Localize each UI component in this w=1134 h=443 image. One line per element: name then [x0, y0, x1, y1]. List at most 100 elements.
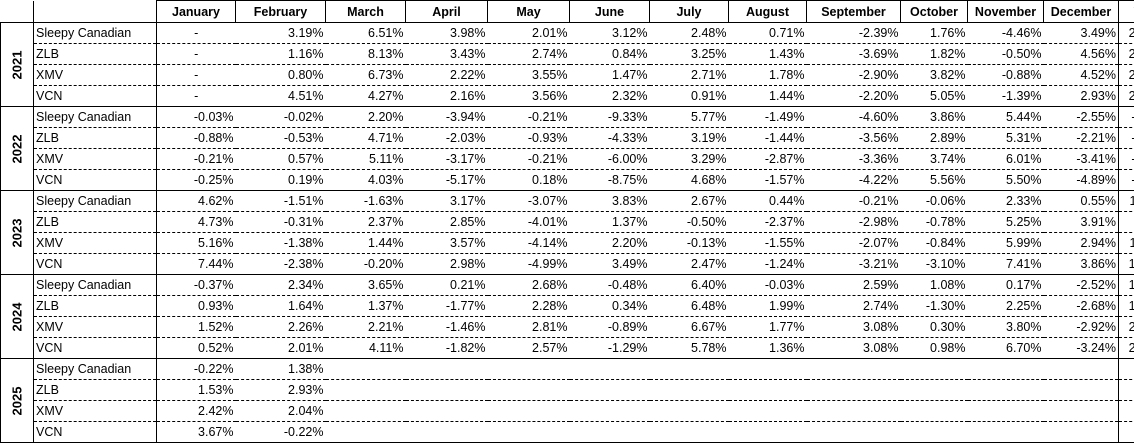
ytd-value: 26.16% — [1119, 65, 1134, 86]
month-value: -0.88% — [968, 65, 1044, 86]
month-value: 2.37% — [326, 212, 406, 233]
fund-name: Sleepy Canadian — [34, 275, 157, 296]
year-text: 2024 — [7, 302, 27, 331]
month-value: 6.48% — [650, 296, 729, 317]
month-value: 0.17% — [968, 275, 1044, 296]
month-value: 1.37% — [570, 212, 650, 233]
month-value: 7.41% — [968, 254, 1044, 275]
month-value: -1.82% — [406, 338, 488, 359]
month-value: 0.93% — [157, 296, 236, 317]
month-value: -3.10% — [901, 254, 968, 275]
ytd-value: 21.85% — [1119, 23, 1134, 44]
month-value: 7.44% — [157, 254, 236, 275]
month-value: - — [157, 65, 236, 86]
year-label: 2022 — [1, 107, 34, 191]
month-value: -2.21% — [1044, 128, 1119, 149]
fund-name: ZLB — [34, 296, 157, 317]
month-value: -3.07% — [488, 191, 570, 212]
month-value: -8.75% — [570, 170, 650, 191]
fund-name: Sleepy Canadian — [34, 107, 157, 128]
month-value: 3.98% — [406, 23, 488, 44]
month-value: 1.47% — [570, 65, 650, 86]
month-value: -4.60% — [807, 107, 901, 128]
month-value: 1.53% — [157, 380, 236, 401]
month-value: 3.65% — [326, 275, 406, 296]
month-value: -1.49% — [729, 107, 807, 128]
month-value: 6.67% — [650, 317, 729, 338]
month-value: -4.46% — [968, 23, 1044, 44]
month-value: -1.39% — [968, 86, 1044, 107]
month-value: 3.49% — [570, 254, 650, 275]
month-value: -4.01% — [488, 212, 570, 233]
month-value: 3.25% — [650, 44, 729, 65]
ytd-value: 25.92% — [1119, 86, 1134, 107]
month-value — [807, 422, 901, 443]
month-value: 3.86% — [1044, 254, 1119, 275]
month-value: 1.64% — [236, 296, 326, 317]
month-value: -2.39% — [807, 23, 901, 44]
month-value: -1.77% — [406, 296, 488, 317]
month-value: 1.52% — [157, 317, 236, 338]
fund-name: XMV — [34, 401, 157, 422]
month-value — [729, 401, 807, 422]
month-value: 1.16% — [236, 44, 326, 65]
month-value: 0.80% — [236, 65, 326, 86]
month-value: 2.47% — [650, 254, 729, 275]
month-value — [650, 401, 729, 422]
month-value: 5.31% — [968, 128, 1044, 149]
fund-name: VCN — [34, 254, 157, 275]
header-january: January — [157, 1, 236, 23]
month-value: -0.88% — [157, 128, 236, 149]
header-june: June — [570, 1, 650, 23]
month-value: -2.38% — [236, 254, 326, 275]
month-value — [650, 359, 729, 380]
month-value: -0.31% — [236, 212, 326, 233]
month-value: -1.63% — [326, 191, 406, 212]
month-value — [488, 401, 570, 422]
month-value: 3.12% — [570, 23, 650, 44]
ytd-value: -5.79% — [1119, 170, 1134, 191]
ytd-value: 14.88% — [1119, 296, 1134, 317]
table-row: VCN-4.51%4.27%2.16%3.56%2.32%0.91%1.44%-… — [1, 86, 1134, 107]
month-value — [1044, 359, 1119, 380]
month-value: 3.43% — [406, 44, 488, 65]
month-value: -0.21% — [488, 107, 570, 128]
fund-name: VCN — [34, 170, 157, 191]
month-value: -6.00% — [570, 149, 650, 170]
month-value: 2.94% — [1044, 233, 1119, 254]
month-value: -0.22% — [236, 422, 326, 443]
month-value: 4.03% — [326, 170, 406, 191]
month-value — [901, 401, 968, 422]
month-value: 2.33% — [968, 191, 1044, 212]
month-value: 2.21% — [326, 317, 406, 338]
month-value: 5.99% — [968, 233, 1044, 254]
ytd-value: 22.27% — [1119, 338, 1134, 359]
month-value: -3.17% — [406, 149, 488, 170]
ytd-value: 4.50% — [1119, 380, 1134, 401]
month-value: 0.19% — [236, 170, 326, 191]
month-value — [901, 359, 968, 380]
month-value: -2.98% — [807, 212, 901, 233]
month-value: 3.49% — [1044, 23, 1119, 44]
month-value — [968, 422, 1044, 443]
month-value: - — [157, 86, 236, 107]
month-value: 1.77% — [729, 317, 807, 338]
month-value — [488, 422, 570, 443]
month-value: 3.74% — [901, 149, 968, 170]
month-value: -1.44% — [729, 128, 807, 149]
month-value: 2.48% — [650, 23, 729, 44]
month-value — [968, 359, 1044, 380]
month-value: 2.16% — [406, 86, 488, 107]
month-value: -3.56% — [807, 128, 901, 149]
month-value: - — [157, 44, 236, 65]
fund-name: XMV — [34, 317, 157, 338]
table-row: VCN-0.25%0.19%4.03%-5.17%0.18%-8.75%4.68… — [1, 170, 1134, 191]
month-value — [406, 380, 488, 401]
fund-name: ZLB — [34, 44, 157, 65]
